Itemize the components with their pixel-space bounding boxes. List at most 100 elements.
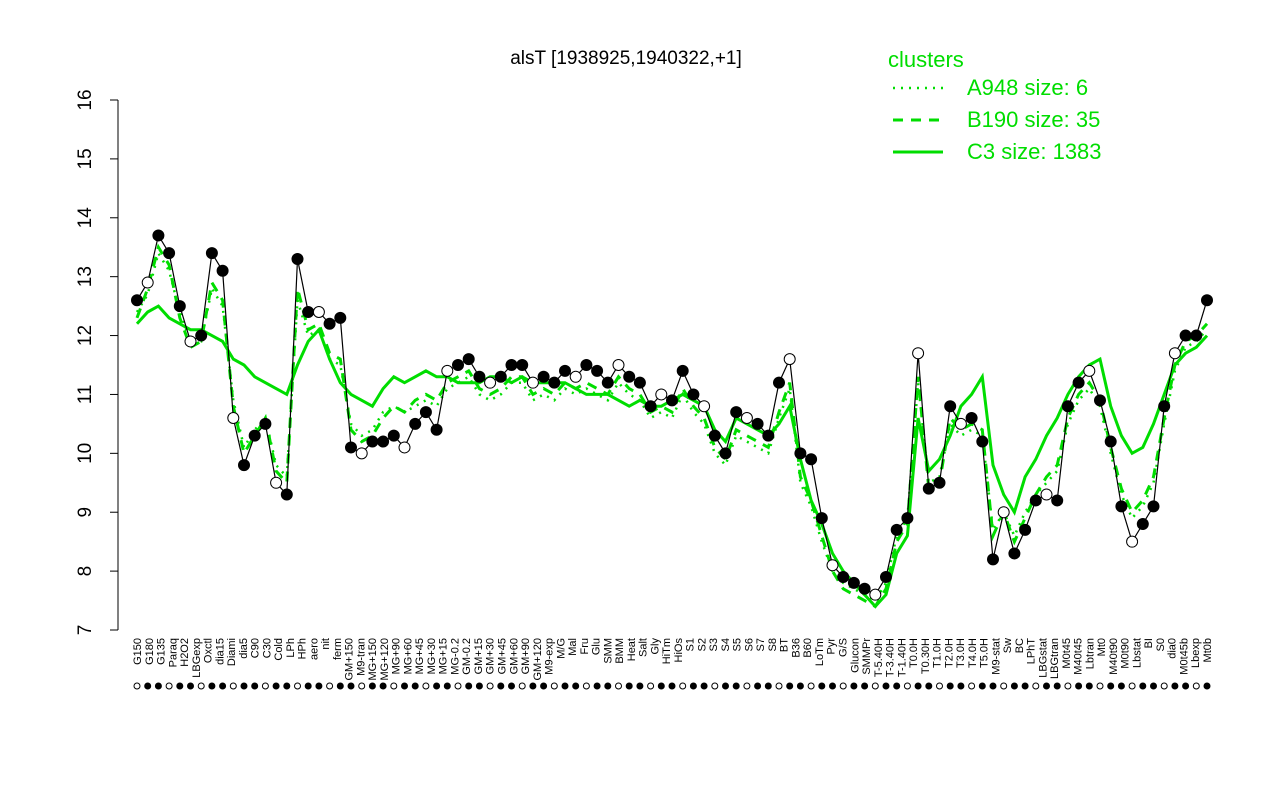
data-point [1158, 400, 1171, 413]
x-rug-marker [422, 682, 430, 690]
x-rug-marker [433, 682, 441, 690]
x-tick-label-top: S5 [732, 638, 744, 651]
x-tick-label-top: Sw [1002, 638, 1014, 653]
data-point [377, 435, 390, 448]
x-rug-marker [871, 682, 879, 690]
x-rug-marker [197, 682, 205, 690]
x-tick-label-top: Heat [626, 638, 638, 661]
legend-label: C3 size: 1383 [967, 139, 1102, 164]
x-rug-marker [518, 682, 526, 690]
x-tick-label-top: G150 [132, 638, 144, 665]
x-tick-label-top: T1.0H [932, 638, 944, 668]
x-rug-marker [561, 682, 569, 690]
x-rug-marker [764, 682, 772, 690]
y-tick-label: 8 [75, 566, 96, 577]
data-point [1008, 547, 1021, 560]
x-rug-marker [1117, 682, 1125, 690]
x-tick-label-top: dia5 [238, 638, 250, 659]
x-rug-marker [968, 682, 976, 690]
x-tick-label-top: B60 [802, 638, 814, 658]
x-rug-marker [829, 682, 836, 690]
x-axis: G150 G180 G135 Paraq H2O2 LBGexp Oxctl dia15 Dia… [132, 638, 1214, 690]
x-tick-label-top: T-5.40H [873, 638, 885, 677]
x-rug-marker [529, 682, 537, 690]
x-rug-marker [454, 682, 462, 690]
x-rug-marker [1010, 682, 1018, 690]
x-rug-marker [989, 682, 997, 690]
x-rug-marker [1128, 682, 1136, 690]
x-tick-label-top: HiOs [673, 638, 685, 663]
x-rug-marker [850, 682, 858, 690]
x-rug-marker [411, 682, 419, 690]
x-tick-label-top: BT [779, 638, 791, 652]
y-tick-label: 15 [75, 148, 96, 169]
x-tick-label-top: Mal [567, 638, 579, 656]
x-tick-label-top: G135 [156, 638, 168, 665]
data-point [794, 447, 807, 460]
data-point [548, 376, 561, 389]
x-rug-marker [1075, 682, 1083, 690]
x-tick-label-top: Diami [226, 638, 238, 666]
data-point [387, 429, 400, 442]
x-rug-marker [647, 682, 655, 690]
x-tick-label-top: T0.30H [920, 638, 932, 674]
x-tick-label-top: Glucon [849, 638, 861, 673]
data-point [676, 364, 689, 377]
chart-title: alsT [1938925,1940322,+1] [510, 48, 742, 69]
x-rug-marker [1000, 682, 1008, 690]
data-point [462, 353, 475, 366]
x-rug-marker [304, 682, 312, 690]
x-tick-label-top: S3 [708, 638, 720, 651]
data-point [1072, 376, 1085, 389]
data-point [1083, 364, 1096, 377]
data-point [1104, 435, 1117, 448]
data-point [537, 370, 550, 383]
x-rug-marker [1064, 682, 1072, 690]
x-rug-marker [754, 682, 762, 690]
data-point [1190, 329, 1203, 342]
x-rug-marker [668, 682, 676, 690]
data-point [1201, 294, 1213, 307]
data-point [944, 400, 957, 413]
x-rug-marker [1160, 682, 1168, 690]
data-point [484, 376, 497, 389]
x-tick-label-top: dia15 [214, 638, 226, 665]
data-point [152, 229, 165, 242]
data-point [409, 417, 422, 430]
data-point [655, 388, 668, 401]
data-point [1094, 394, 1106, 407]
data-point [698, 400, 711, 413]
data-point [912, 347, 925, 360]
x-rug-marker [807, 682, 815, 690]
x-tick-label-top: Pyr [826, 638, 838, 655]
y-tick-label: 14 [75, 207, 96, 229]
x-tick-label-top: ferm [332, 638, 344, 660]
x-tick-label-top: M9-tran [355, 638, 367, 676]
x-rug-marker [465, 682, 473, 690]
x-tick-label-top: GM+90 [520, 638, 532, 674]
data-point [163, 247, 176, 260]
x-tick-label-top: aero [308, 638, 320, 660]
data-point [419, 406, 432, 419]
x-tick-label-top: Mt0b [1202, 638, 1214, 662]
y-tick-label: 11 [75, 385, 96, 405]
x-rug-marker [743, 682, 751, 690]
x-rug-marker [165, 682, 173, 690]
series-line-solid-green [135, 304, 1209, 609]
x-rug-marker [1192, 682, 1200, 690]
data-point [633, 376, 646, 389]
x-rug-marker [540, 682, 548, 690]
x-rug-marker [625, 682, 633, 690]
x-rug-marker [261, 682, 269, 690]
x-rug-marker [1096, 682, 1104, 690]
x-tick-label-top: G/S [837, 638, 849, 657]
x-rug-marker [294, 682, 301, 690]
x-tick-label-top: LBGexp [191, 638, 203, 678]
data-point [826, 559, 839, 572]
x-rug-marker [582, 682, 590, 690]
x-rug-marker [486, 682, 494, 690]
x-tick-label-top: MG+45 [414, 638, 426, 674]
data-point [740, 412, 753, 424]
data-point [997, 506, 1010, 519]
data-point [141, 276, 154, 289]
